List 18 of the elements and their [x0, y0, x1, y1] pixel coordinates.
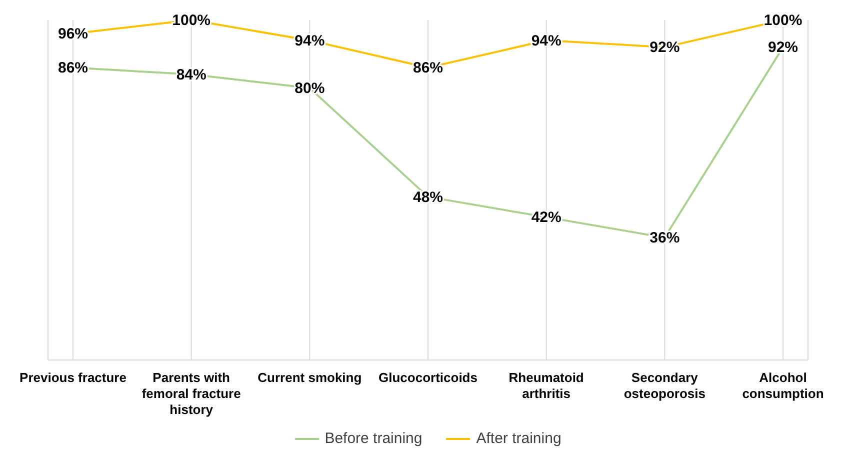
data-label: 86%: [58, 60, 88, 77]
x-tick-label: Rheumatoid arthritis: [508, 370, 584, 401]
data-label: 36%: [650, 230, 680, 247]
x-tick-label: Previous fracture: [20, 370, 126, 385]
x-tick-label: Current smoking: [258, 370, 362, 385]
data-label: 92%: [768, 39, 798, 56]
x-tick-label: Alcohol consumption: [742, 370, 824, 401]
data-label: 96%: [58, 26, 88, 43]
x-tick-label: Glucocorticoids: [378, 370, 478, 385]
data-label: 48%: [412, 188, 444, 206]
legend-label: After training: [476, 430, 562, 447]
data-label: 84%: [176, 66, 206, 84]
x-tick-label: Parents with femoral fracture history: [142, 370, 241, 417]
legend-label: Before training: [324, 430, 422, 447]
data-label: 100%: [764, 12, 802, 29]
data-label: 80%: [294, 80, 325, 97]
x-tick-label: Secondary osteoporosis: [624, 370, 706, 401]
data-label: 42%: [531, 209, 562, 226]
